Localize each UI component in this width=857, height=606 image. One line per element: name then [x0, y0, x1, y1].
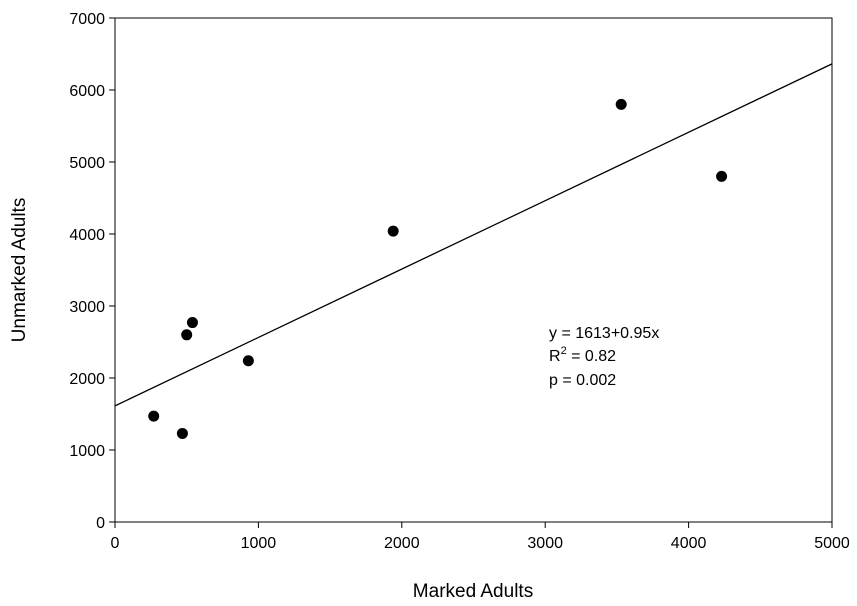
data-points: [148, 98, 728, 439]
data-point: [176, 427, 188, 439]
x-tick-label: 5000: [814, 535, 850, 552]
x-tick-label: 1000: [241, 535, 277, 552]
data-point: [716, 170, 728, 182]
y-tick-label: 5000: [69, 155, 105, 172]
x-tick-label: 0: [111, 535, 120, 552]
data-point: [148, 410, 160, 422]
x-tick-label: 4000: [671, 535, 707, 552]
data-point: [387, 225, 399, 237]
regression-annotation: y = 1613+0.95x R2 = 0.82 p = 0.002: [549, 325, 659, 389]
x-tick-label: 2000: [384, 535, 420, 552]
x-axis: 0 1000 2000 3000 4000 5000: [111, 522, 850, 552]
r-squared-value: = 0.82: [567, 348, 616, 365]
y-axis: 0 1000 2000 3000 4000 5000 6000 7000: [69, 11, 115, 532]
y-axis-title: Unmarked Adults: [9, 198, 30, 343]
x-tick-label: 3000: [527, 535, 563, 552]
data-point: [615, 98, 627, 110]
p-value-label: p = 0.002: [549, 372, 616, 389]
data-point: [242, 355, 254, 367]
regression-equation: y = 1613+0.95x: [549, 325, 659, 342]
x-axis-title: Marked Adults: [413, 581, 533, 602]
data-point: [181, 329, 193, 341]
r-squared-prefix: R: [549, 348, 561, 365]
data-point: [186, 317, 198, 329]
y-tick-label: 2000: [69, 371, 105, 388]
r-squared-superscript: 2: [561, 345, 567, 357]
y-tick-label: 4000: [69, 227, 105, 244]
regression-line: [114, 63, 833, 407]
y-tick-label: 0: [96, 515, 105, 532]
y-tick-label: 1000: [69, 443, 105, 460]
y-tick-label: 3000: [69, 299, 105, 316]
r-squared-label: R2 = 0.82: [549, 345, 616, 365]
y-tick-label: 7000: [69, 11, 105, 28]
y-tick-label: 6000: [69, 83, 105, 100]
plot-frame: [114, 17, 833, 523]
